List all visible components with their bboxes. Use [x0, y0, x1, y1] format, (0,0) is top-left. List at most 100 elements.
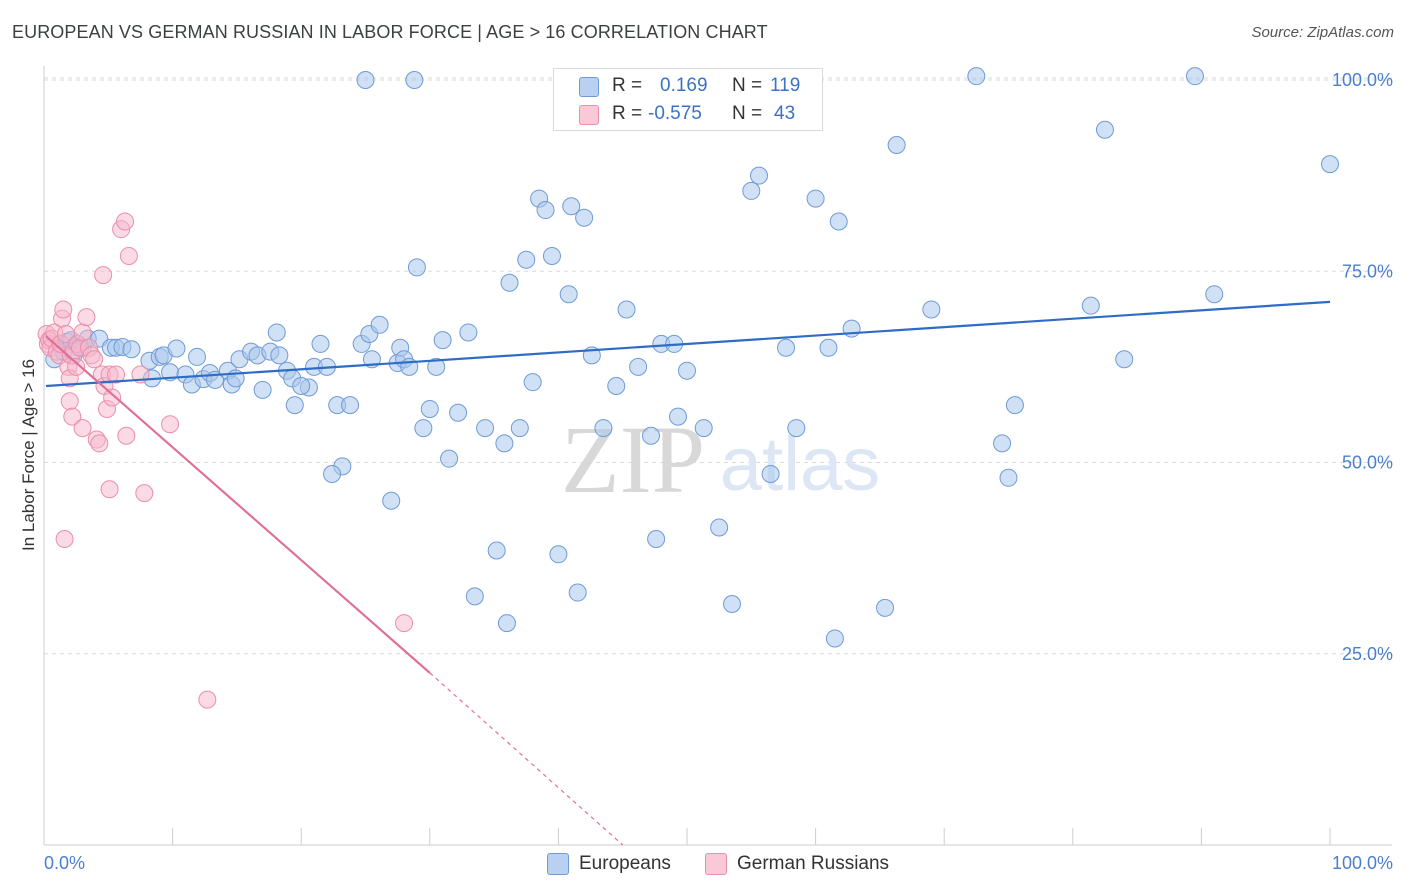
legend-swatch-german-russians	[705, 853, 727, 875]
europeans-point	[487, 541, 506, 560]
europeans-point	[825, 629, 844, 648]
europeans-point	[510, 419, 529, 438]
europeans-point	[829, 212, 848, 231]
german-russians-point	[161, 415, 180, 434]
correlation-legend: R = 0.169 N = 119 R = -0.575 N = 43	[553, 68, 823, 131]
europeans-point	[1081, 296, 1100, 315]
europeans-point	[607, 377, 626, 395]
europeans-point	[678, 361, 696, 380]
europeans-point	[1115, 350, 1134, 369]
legend-r-label: R =	[612, 75, 643, 96]
europeans-point	[414, 419, 433, 438]
legend-label-europeans: Europeans	[579, 853, 671, 874]
europeans-point	[405, 71, 424, 89]
y-axis-label: In Labor Force | Age > 16	[19, 359, 38, 551]
europeans-point	[536, 201, 555, 220]
legend-n-label: N =	[732, 103, 763, 124]
legend-label-german-russians: German Russians	[737, 853, 890, 874]
legend-item-europeans: Europeans	[547, 853, 671, 875]
german-russians-point	[103, 388, 122, 407]
legend-item-german-russians: German Russians	[705, 853, 889, 875]
europeans-point	[285, 396, 304, 415]
europeans-point	[1185, 67, 1204, 86]
axes	[43, 66, 1392, 846]
europeans-point	[819, 338, 838, 357]
german-russians-point	[135, 484, 154, 503]
german-russians-point	[90, 434, 109, 453]
german-russians-point	[100, 480, 119, 499]
europeans-point	[341, 396, 360, 415]
europeans-point	[617, 300, 636, 319]
europeans-point	[465, 587, 484, 606]
europeans-point	[887, 136, 906, 155]
europeans-point	[382, 491, 401, 510]
x-tick-label-100: 100.0%	[1332, 853, 1393, 873]
europeans-point	[542, 246, 561, 265]
legend-r-label: R =	[612, 103, 643, 124]
legend-n-label: N =	[732, 75, 763, 96]
europeans-point	[1321, 155, 1339, 174]
europeans-point	[420, 399, 439, 418]
german-russians-point	[116, 212, 135, 231]
europeans-point	[993, 434, 1012, 453]
legend-swatch-europeans	[547, 853, 569, 875]
europeans-point	[292, 377, 311, 395]
trend-lines	[45, 300, 1331, 846]
europeans-point	[1205, 285, 1224, 304]
europeans-point	[742, 181, 761, 200]
europeans-point	[723, 595, 742, 614]
europeans-point	[523, 373, 542, 392]
grid-lines	[44, 77, 1392, 655]
y-tick-label: 100.0%	[1332, 70, 1393, 90]
europeans-trend-line	[45, 300, 1331, 388]
legend-r-value: -0.575	[648, 103, 702, 124]
europeans-point	[427, 357, 446, 376]
europeans-point	[407, 258, 426, 277]
europeans-point	[253, 380, 272, 399]
europeans-point	[750, 166, 769, 185]
german-russians-point	[395, 614, 414, 633]
series-german-russians	[37, 212, 414, 709]
europeans-point	[476, 419, 495, 438]
europeans-point	[999, 468, 1018, 487]
europeans-point	[500, 273, 519, 292]
europeans-point	[594, 419, 613, 438]
german-russians-point	[198, 690, 217, 709]
europeans-point	[167, 339, 186, 358]
europeans-point	[568, 583, 587, 602]
source-label: Source: ZipAtlas.com	[1251, 24, 1394, 41]
europeans-point	[323, 464, 342, 483]
legend-r-value: 0.169	[660, 75, 708, 96]
series-legend: Europeans German Russians	[0, 853, 1406, 877]
europeans-point	[370, 315, 389, 334]
europeans-point	[459, 323, 478, 342]
europeans-point	[668, 407, 687, 426]
german-russians-point	[119, 246, 138, 265]
german-russians-point	[77, 308, 96, 327]
german-russians-point	[85, 350, 104, 369]
legend-n-value: 119	[770, 75, 801, 96]
europeans-point	[440, 449, 459, 468]
europeans-point	[559, 285, 578, 304]
europeans-point	[710, 518, 729, 537]
german-russians-point	[63, 407, 82, 426]
legend-n-value: 43	[774, 103, 796, 124]
german-russians-point	[117, 426, 136, 445]
legend-swatch-blue	[579, 77, 599, 97]
europeans-point	[497, 614, 516, 633]
europeans-point	[641, 426, 660, 445]
german-russians-trend-extension	[429, 672, 624, 846]
german-russians-point	[67, 357, 86, 376]
watermark: ZIP atlas	[561, 406, 880, 513]
europeans-point	[876, 598, 895, 617]
german-russians-point	[54, 300, 73, 319]
europeans-point	[787, 419, 806, 438]
europeans-point	[629, 357, 648, 376]
y-tick-label: 75.0%	[1342, 261, 1393, 281]
german-russians-point	[94, 266, 113, 285]
europeans-point	[549, 545, 568, 564]
chart-title: EUROPEAN VS GERMAN RUSSIAN IN LABOR FORC…	[12, 22, 768, 42]
y-tick-label: 25.0%	[1342, 644, 1393, 664]
europeans-point	[122, 340, 141, 359]
